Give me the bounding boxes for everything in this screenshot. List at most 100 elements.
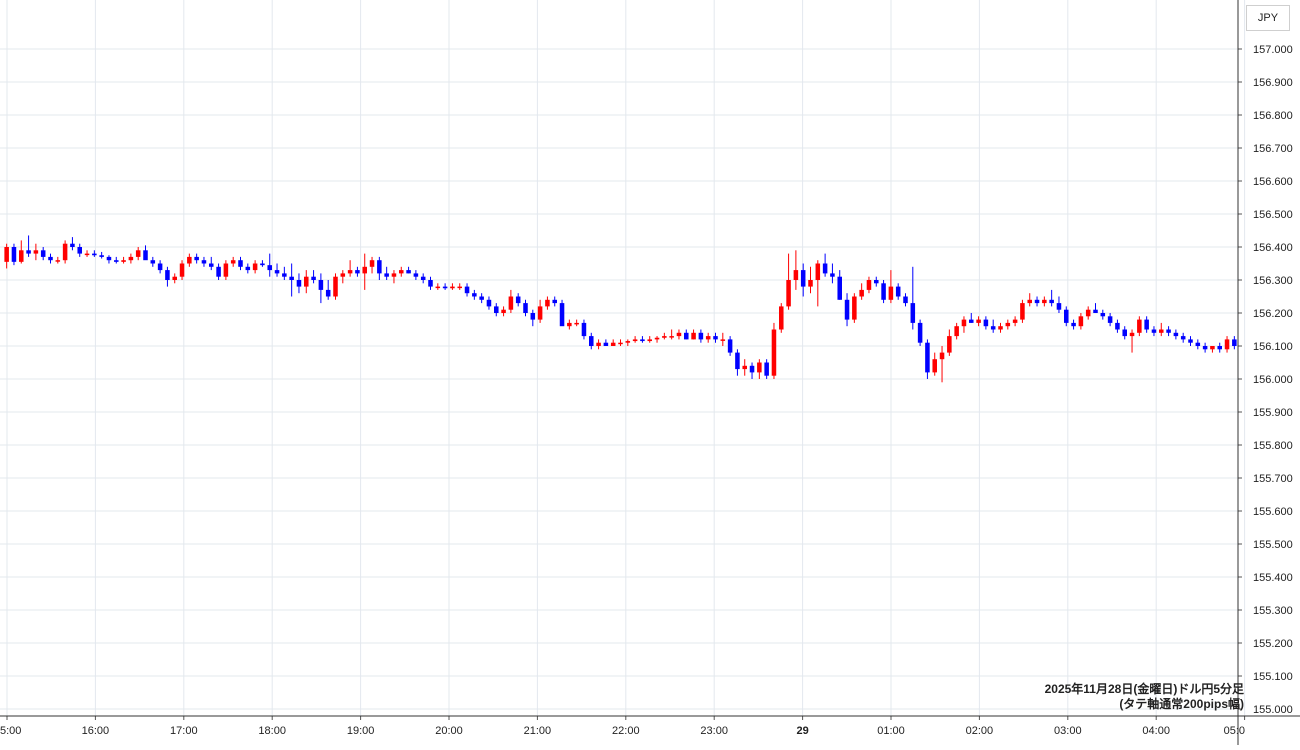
candle [610,339,616,346]
candle-body [355,270,360,274]
candle-body [77,247,82,254]
candle [391,270,397,284]
candle [157,260,163,274]
candle [990,319,996,333]
candle-body [1005,322,1011,327]
candle-body [844,299,850,320]
candle-body [413,273,419,277]
candle-body [545,299,550,307]
candle [223,260,229,280]
candle-body [296,280,302,287]
candle-body [1115,322,1120,330]
x-tick-label: 23:00 [700,725,728,737]
candle-body [589,336,594,346]
candle [77,243,82,257]
candle [771,322,777,379]
candle-body [705,336,711,340]
candle-body [537,306,543,320]
candle-body [1159,329,1164,333]
candle [720,332,726,346]
candle [377,256,382,280]
candle-body [925,342,930,373]
candle-body [903,296,908,304]
candle-body [559,303,565,327]
candle [209,256,214,271]
candle [1166,326,1171,337]
x-tick-label: 01:00 [877,725,905,737]
candle-body [245,266,251,271]
candle [318,273,324,304]
candle-body [830,273,835,277]
candle [84,250,90,257]
candle-body [735,352,740,370]
y-tick-label: 155.600 [1253,506,1293,518]
x-tick-label: 02:00 [966,725,994,737]
candle-body [881,283,886,300]
candle-body [92,253,97,256]
candle-body [815,263,821,280]
y-tick-label: 156.900 [1253,77,1293,89]
candle-body [684,332,689,340]
candle-body [895,286,901,297]
candle [311,270,316,284]
candle [1085,306,1091,320]
candle [757,359,762,379]
candle [1100,309,1106,320]
candle-body [603,342,609,346]
candle-body [267,265,272,271]
candle-body [1232,339,1237,346]
candle-body [662,336,667,338]
candle [618,339,623,346]
candle [48,253,53,264]
candle [413,270,419,280]
candle [1049,289,1054,307]
x-tick-label: 22:00 [612,725,640,737]
candle [384,266,389,280]
y-tick-label: 155.800 [1253,440,1293,452]
candle-body [311,276,316,280]
candle [187,253,192,267]
candle-body [1202,346,1208,350]
candle [289,263,294,297]
candle [333,273,338,300]
candle-body [48,256,53,261]
candle [874,276,879,287]
candle [1173,329,1179,340]
candle [508,289,514,313]
candle-body [691,332,696,340]
candle [1151,326,1157,337]
candle [1012,316,1018,327]
candle-body [757,362,762,373]
x-tick-label: 16:00 [82,725,110,737]
candle-body [114,260,119,262]
y-tick-label: 156.400 [1253,242,1293,254]
candle [135,247,141,261]
candle-body [779,306,784,330]
y-tick-label: 155.400 [1253,572,1293,584]
candle-body [523,303,528,313]
candle-body [1034,299,1040,304]
candle-body [654,337,660,340]
candle-body [11,247,17,262]
candle [903,293,908,307]
candle [55,256,61,264]
candle [537,299,543,323]
y-tick-label: 156.100 [1253,341,1293,353]
candle [976,316,981,327]
candle-body [910,303,916,323]
x-tick-label: 18:00 [258,725,286,737]
candle [698,329,704,343]
candle [1027,293,1032,307]
candle-body [216,266,221,277]
candle [33,243,39,261]
candle [1224,336,1230,353]
candle [194,253,199,264]
candle [735,349,740,376]
candle-body [391,273,397,277]
candle [1093,303,1098,313]
candle [1232,336,1237,350]
candle [786,253,791,310]
candle [808,266,813,294]
candle [800,263,806,297]
candle [815,260,821,307]
